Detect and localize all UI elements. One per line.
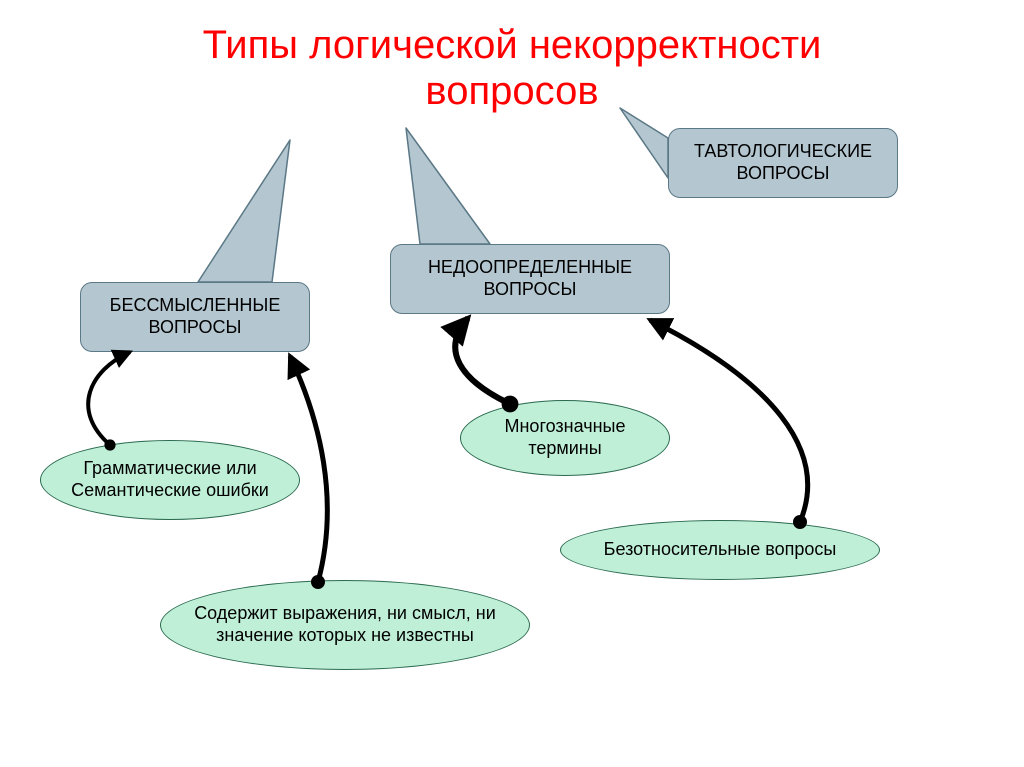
callout-meaningless: БЕССМЫСЛЕННЫЕ ВОПРОСЫ bbox=[80, 282, 310, 352]
ellipse-expressions-label: Содержит выражения, ни смысл, ни значени… bbox=[171, 603, 519, 646]
ellipse-polysemous: Многозначные термины bbox=[460, 400, 670, 476]
page-title: Типы логической некорректности вопросов bbox=[0, 22, 1024, 114]
arrows-layer bbox=[0, 0, 1024, 767]
callout-tautological-label: ТАВТОЛОГИЧЕСКИЕ ВОПРОСЫ bbox=[679, 141, 887, 184]
diagram-stage: Типы логической некорректности вопросов … bbox=[0, 0, 1024, 767]
callout-tails-layer bbox=[0, 0, 1024, 767]
callout-tautological: ТАВТОЛОГИЧЕСКИЕ ВОПРОСЫ bbox=[668, 128, 898, 198]
ellipse-grammatical-label: Грамматические или Семантические ошибки bbox=[51, 458, 289, 501]
title-line-1: Типы логической некорректности bbox=[203, 23, 822, 67]
callout-underdefined: НЕДООПРЕДЕЛЕННЫЕ ВОПРОСЫ bbox=[390, 244, 670, 314]
ellipse-irrelative-label: Безотносительные вопросы bbox=[604, 539, 837, 561]
ellipse-polysemous-label: Многозначные термины bbox=[471, 416, 659, 459]
ellipse-grammatical: Грамматические или Семантические ошибки bbox=[40, 440, 300, 520]
callout-meaningless-label: БЕССМЫСЛЕННЫЕ ВОПРОСЫ bbox=[91, 295, 299, 338]
title-line-2: вопросов bbox=[425, 69, 598, 113]
ellipse-expressions: Содержит выражения, ни смысл, ни значени… bbox=[160, 580, 530, 670]
ellipse-irrelative: Безотносительные вопросы bbox=[560, 520, 880, 580]
callout-underdefined-label: НЕДООПРЕДЕЛЕННЫЕ ВОПРОСЫ bbox=[401, 257, 659, 300]
